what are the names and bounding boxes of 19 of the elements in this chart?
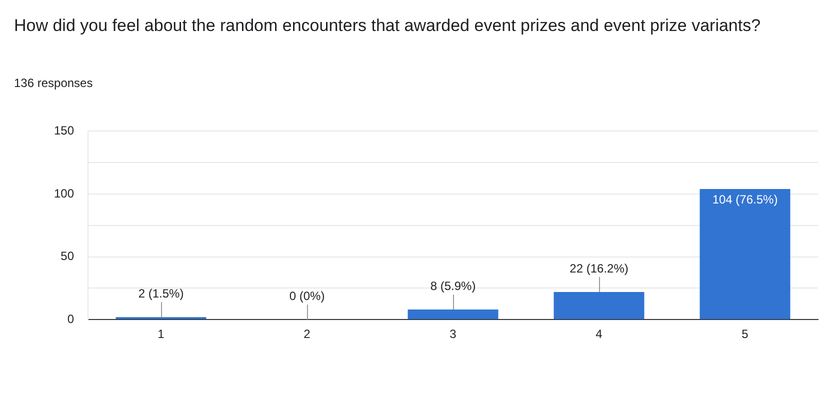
bar bbox=[554, 292, 644, 320]
y-tick-label: 0 bbox=[67, 312, 74, 326]
x-tick-label: 5 bbox=[742, 327, 749, 342]
x-tick-label: 4 bbox=[596, 327, 603, 342]
data-label: 22 (16.2%) bbox=[570, 261, 628, 276]
bar bbox=[408, 310, 498, 320]
data-label: 0 (0%) bbox=[289, 288, 325, 303]
x-tick-label: 3 bbox=[450, 327, 457, 342]
chart-title: How did you feel about the random encounters that awarded event prizes and event prize variants? bbox=[14, 15, 762, 37]
y-tick-label: 150 bbox=[54, 124, 74, 138]
x-tick-label: 1 bbox=[158, 327, 165, 342]
x-tick-label: 2 bbox=[304, 327, 311, 342]
data-label: 104 (76.5%) bbox=[712, 192, 778, 206]
chart-subtitle: 136 responses bbox=[14, 76, 93, 90]
y-tick-label: 100 bbox=[54, 186, 74, 200]
bar bbox=[700, 188, 790, 320]
data-label: 8 (5.9%) bbox=[430, 278, 476, 293]
y-tick-label: 50 bbox=[60, 249, 74, 264]
data-label: 2 (1.5%) bbox=[138, 286, 184, 300]
